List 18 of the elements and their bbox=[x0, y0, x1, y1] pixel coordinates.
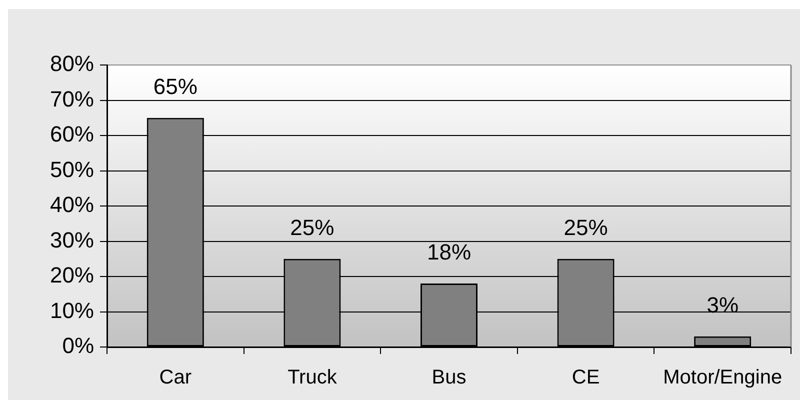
y-tick-label: 80% bbox=[50, 51, 94, 76]
x-tick-label: CE bbox=[572, 366, 600, 389]
y-tick-label: 10% bbox=[50, 298, 94, 323]
y-tick-label: 50% bbox=[50, 156, 94, 182]
data-label: 18% bbox=[426, 240, 472, 265]
data-label: 65% bbox=[153, 74, 198, 99]
y-tick-label: 40% bbox=[50, 192, 94, 218]
x-tick-label: Motor/Engine bbox=[663, 366, 782, 389]
data-label: 25% bbox=[564, 214, 608, 240]
y-tick-label: 60% bbox=[50, 122, 94, 147]
y-tick-label: 30% bbox=[50, 227, 94, 252]
data-label: 25% bbox=[290, 214, 334, 240]
x-tick-label: Bus bbox=[432, 366, 466, 389]
x-tick-label: Truck bbox=[288, 366, 338, 389]
y-tick-label: 70% bbox=[50, 86, 94, 112]
y-tick-label: 0% bbox=[62, 333, 94, 358]
y-tick-label: 20% bbox=[50, 262, 94, 288]
x-tick-label: Car bbox=[159, 366, 192, 389]
